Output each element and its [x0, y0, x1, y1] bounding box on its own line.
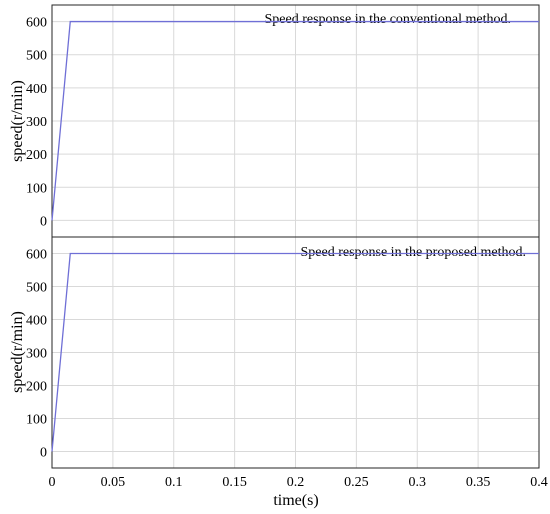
top-y-tick-label: 100 [26, 181, 47, 196]
top-y-ticks: 0 100 200 300 400 500 600 [26, 16, 47, 230]
top-y-tick-label: 200 [26, 148, 47, 163]
bottom-y-axis-label: speed(r/min) [9, 311, 26, 393]
x-tick-label: 0.25 [344, 475, 369, 490]
x-tick-label: 0.4 [530, 475, 548, 490]
bottom-y-tick-label: 200 [26, 380, 47, 395]
x-axis-label: time(s) [273, 492, 318, 509]
top-series [51, 20, 539, 221]
bottom-y-tick-label: 100 [26, 413, 47, 428]
bottom-plot-border [51, 236, 540, 469]
bottom-y-tick-label: 500 [26, 281, 47, 296]
bottom-y-ticks: 0 100 200 300 400 500 600 [26, 248, 47, 461]
x-tick-label: 0.2 [287, 475, 305, 490]
bottom-y-tick-label: 600 [26, 248, 47, 263]
x-tick-label: 0 [49, 475, 56, 490]
top-panel: 0 100 200 300 400 500 600 Speed response in th… [9, 4, 540, 238]
bottom-speed-line [51, 252, 539, 452]
top-y-tick-label: 0 [40, 214, 47, 229]
x-tick-label: 0.05 [101, 475, 126, 490]
bottom-y-tick-label: 300 [26, 347, 47, 362]
bottom-series [51, 252, 539, 452]
top-y-tick-label: 400 [26, 82, 47, 97]
top-chart-title: Speed response in the conventional metho… [265, 12, 512, 27]
top-y-tick-label: 500 [26, 49, 47, 64]
top-y-tick-label: 300 [26, 115, 47, 130]
x-tick-label: 0.3 [409, 475, 427, 490]
bottom-chart-title: Speed response in the proposed method. [300, 245, 526, 260]
x-tick-label: 0.1 [165, 475, 183, 490]
top-speed-line [51, 20, 539, 221]
top-y-tick-label: 600 [26, 16, 47, 31]
bottom-y-tick-label: 0 [40, 446, 47, 461]
bottom-grid [52, 237, 539, 468]
x-tick-label: 0.35 [466, 475, 491, 490]
top-y-axis-label: speed(r/min) [9, 80, 26, 162]
x-tick-label: 0.15 [222, 475, 247, 490]
bottom-y-tick-label: 400 [26, 314, 47, 329]
bottom-x-ticks: 0 0.05 0.1 0.15 0.2 0.25 0.3 0.35 0.4 [49, 475, 548, 490]
